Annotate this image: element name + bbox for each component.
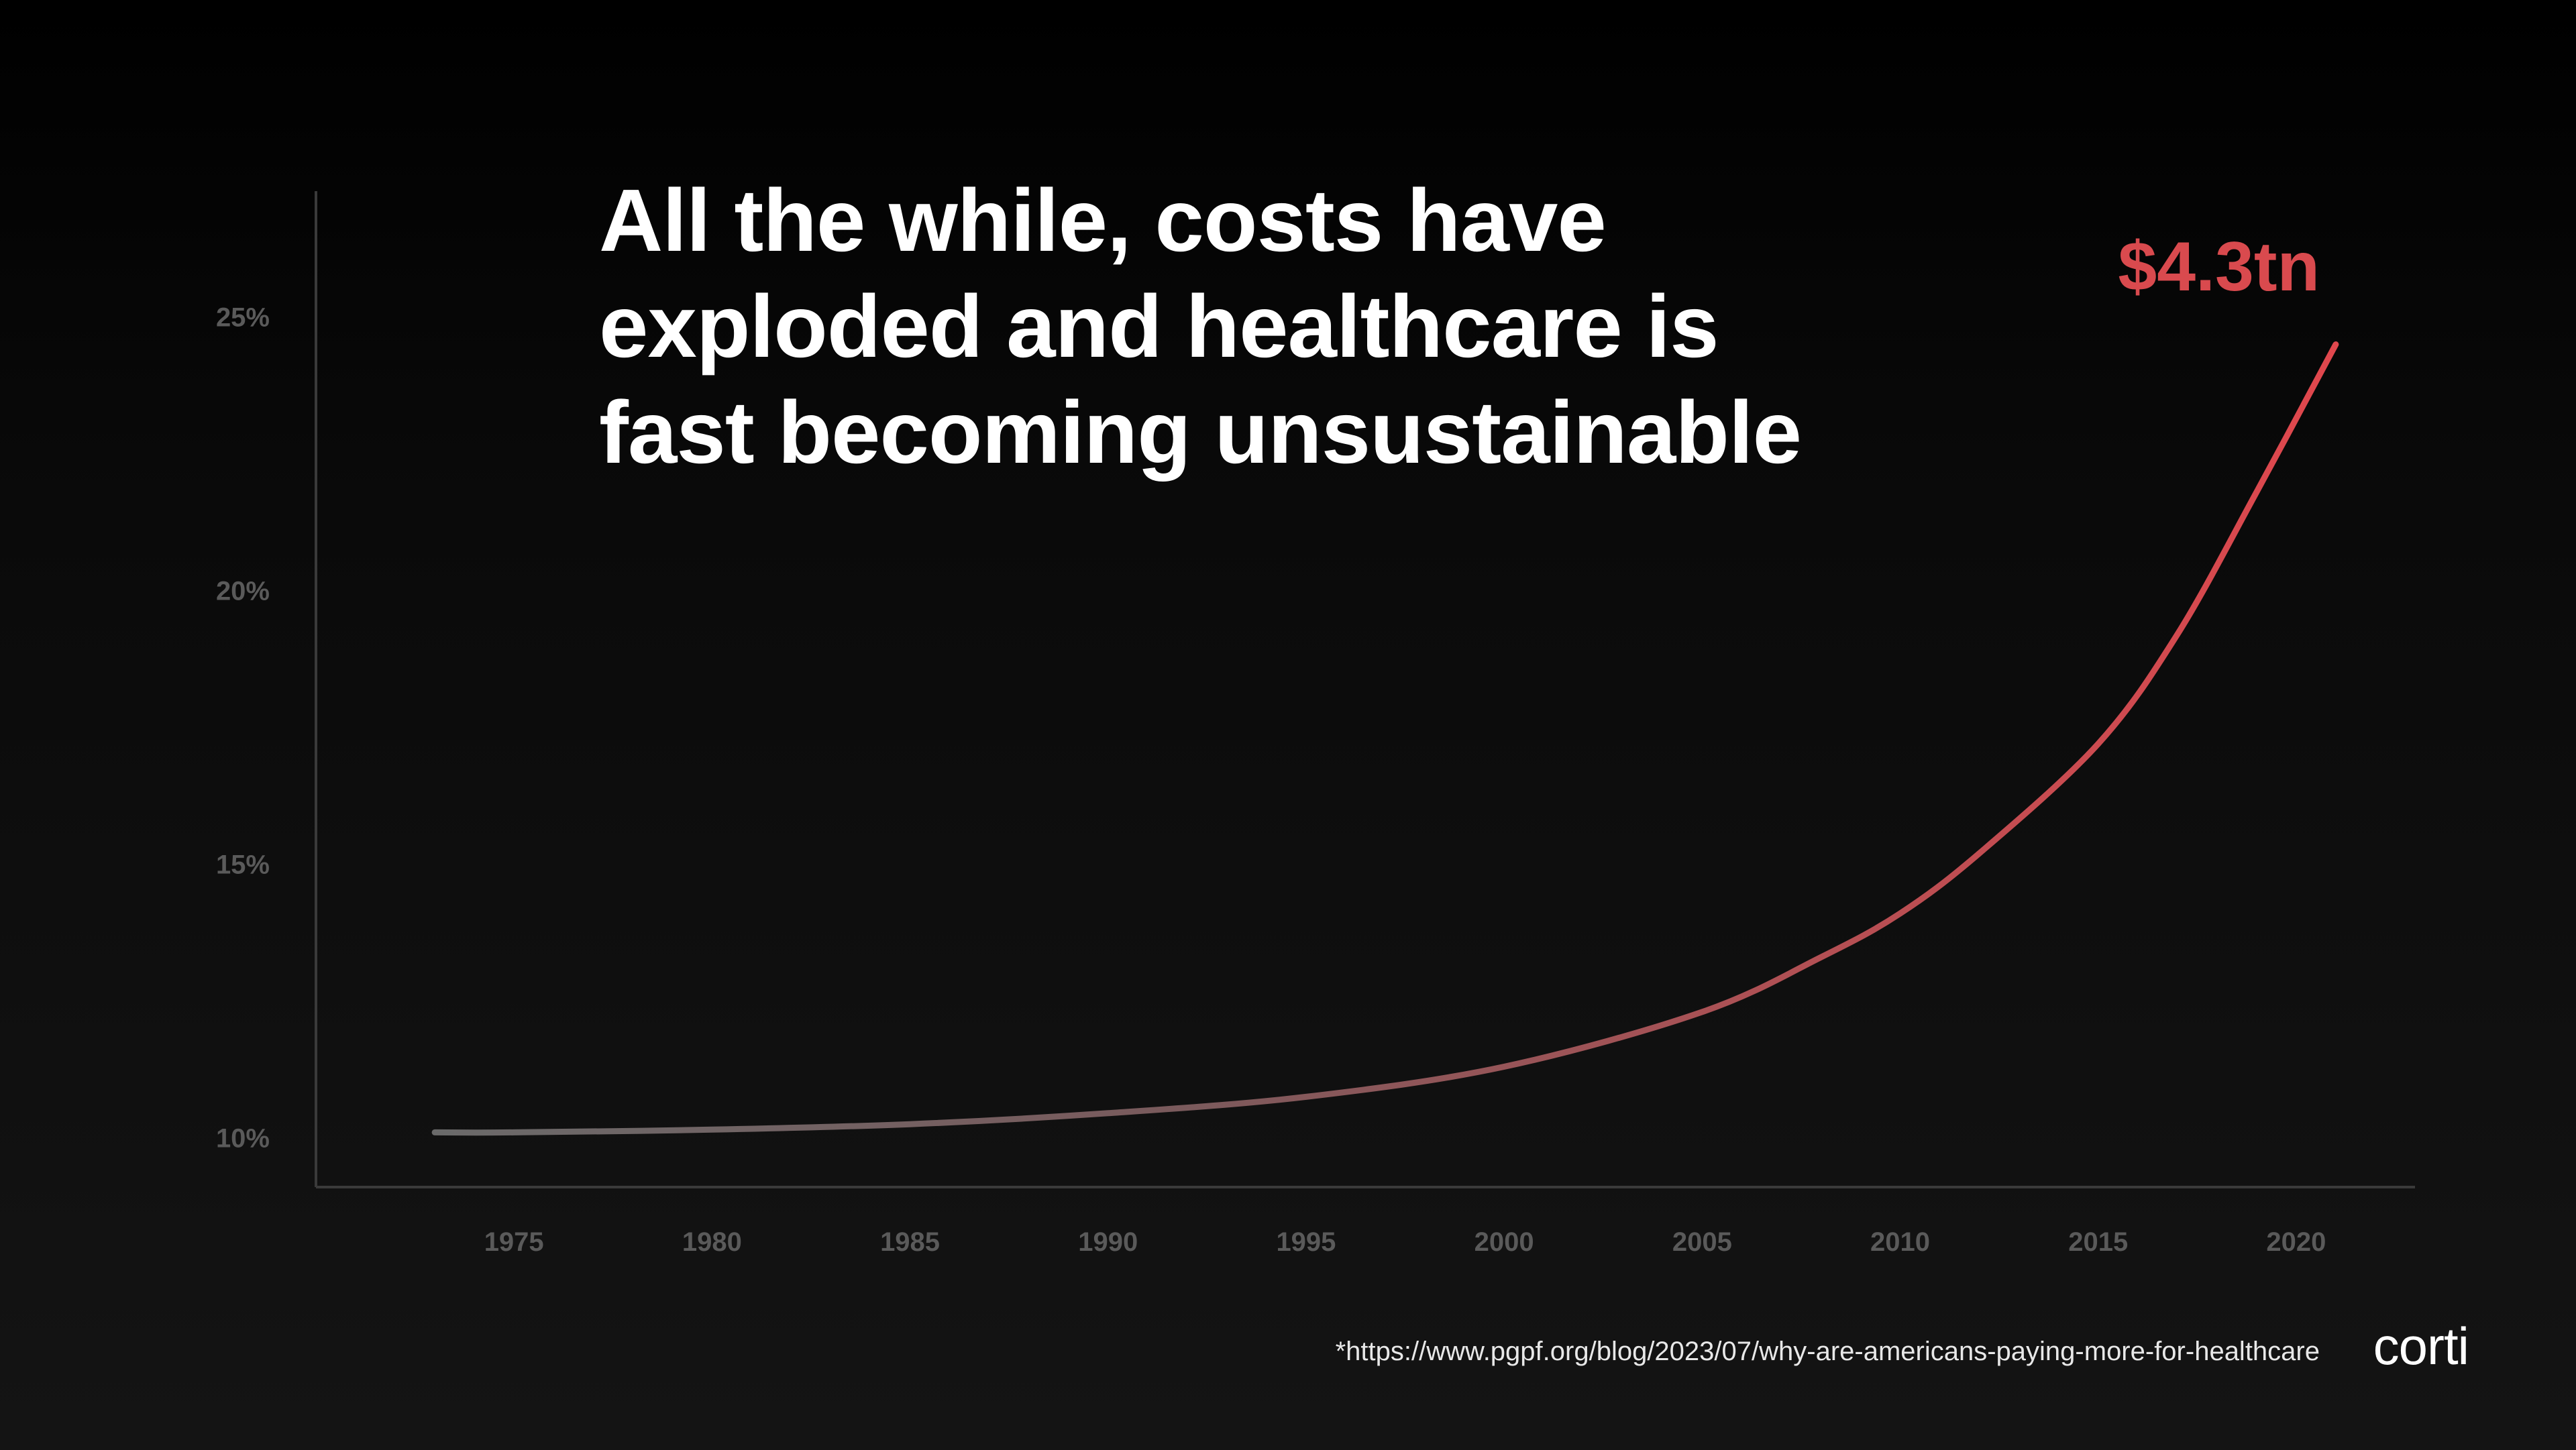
end-value-label: $4.3tn	[2118, 228, 2320, 306]
x-tick-label-2005: 2005	[1672, 1227, 1732, 1257]
x-tick-label-2000: 2000	[1474, 1227, 1534, 1257]
x-tick-label-2015: 2015	[2068, 1227, 2128, 1257]
headline: All the while, costs have exploded and h…	[599, 171, 1802, 482]
y-tick-labels: 10% 15% 20% 25%	[216, 303, 270, 1154]
y-tick-label-10pct: 10%	[216, 1124, 270, 1154]
x-tick-label-1980: 1980	[682, 1227, 742, 1257]
source-citation: *https://www.pgpf.org/blog/2023/07/why-a…	[1335, 1337, 2320, 1366]
x-tick-label-2010: 2010	[1870, 1227, 1930, 1257]
x-tick-labels: 1975 1980 1985 1990 1995 2000 2005 2010 2015 2020	[484, 1227, 2326, 1257]
x-tick-label-1995: 1995	[1276, 1227, 1336, 1257]
corti-logo: corti	[2373, 1317, 2469, 1376]
y-tick-label-25pct: 25%	[216, 303, 270, 333]
x-tick-label-1985: 1985	[880, 1227, 940, 1257]
x-tick-label-1975: 1975	[484, 1227, 544, 1257]
series-line-healthcare-spending	[431, 341, 2339, 1136]
x-tick-label-1990: 1990	[1078, 1227, 1138, 1257]
x-tick-label-2020: 2020	[2266, 1227, 2326, 1257]
y-tick-label-15pct: 15%	[216, 850, 270, 880]
y-tick-label-20pct: 20%	[216, 577, 270, 606]
